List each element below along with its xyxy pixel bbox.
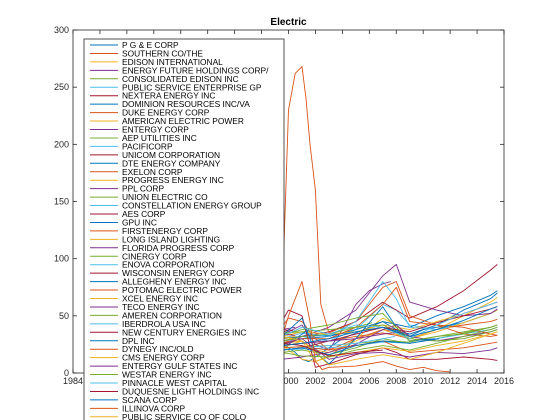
legend-entry-label: CMS ENERGY CORP (122, 353, 205, 363)
series-line (281, 338, 498, 360)
series-line (281, 306, 498, 351)
x-tick-label: 2010 (413, 376, 433, 386)
series-line (281, 331, 498, 363)
series-line (281, 281, 449, 340)
legend-entry-label: DUKE ENERGY CORP (122, 108, 210, 118)
legend-entry-label: PROGRESS ENERGY INC (122, 175, 224, 185)
y-tick-label: 200 (54, 139, 69, 149)
legend-entry-label: GPU INC (122, 217, 157, 227)
x-tick-label: 2014 (467, 376, 487, 386)
y-tick-label: 250 (54, 82, 69, 92)
series-line (281, 292, 498, 340)
legend-entry-label: DPL INC (122, 336, 155, 346)
legend-entry-label: NEXTERA ENERGY INC (122, 91, 215, 101)
legend-entry-label: IBERDROLA USA INC (122, 319, 206, 329)
legend-entry-label: XCEL ENERGY INC (122, 294, 198, 304)
series-line (281, 290, 498, 342)
legend-entry-label: CONSTELLATION ENERGY GROUP (122, 201, 262, 211)
series-line (281, 342, 383, 357)
legend-entry-label: DTE ENERGY COMPANY (122, 158, 221, 168)
legend-box (83, 38, 285, 420)
y-tick-label: 150 (54, 197, 69, 207)
legend-entry-label: FLORIDA PROGRESS CORP (122, 243, 235, 253)
legend-entry-label: NEW CENTURY ENERGIES INC (122, 327, 246, 337)
series-line (281, 340, 498, 353)
legend-entry-label: UNICOM CORPORATION (122, 150, 220, 160)
legend-entry-label: SOUTHERN CO/THE (122, 48, 203, 58)
legend-entry-label: TECO ENERGY INC (122, 302, 200, 312)
x-tick-label: 2006 (359, 376, 379, 386)
y-tick-label: 300 (54, 25, 69, 35)
series-line (281, 281, 392, 351)
legend-entry-label: LONG ISLAND LIGHTING (122, 234, 220, 244)
legend-entry-label: SCANA CORP (122, 395, 177, 405)
x-tick-label: 2016 (494, 376, 514, 386)
legend-entry-label: PINNACLE WEST CAPITAL (122, 378, 227, 388)
series-layer (281, 66, 498, 373)
series-line (281, 66, 498, 337)
legend-entry-label: ALLEGHENY ENERGY INC (122, 277, 226, 287)
legend-entry-label: ENOVA CORPORATION (122, 260, 214, 270)
legend-entry-label: AMERICAN ELECTRIC POWER (122, 116, 244, 126)
x-tick-label: 2012 (440, 376, 460, 386)
series-line (281, 324, 498, 349)
legend-entry-label: EDISON INTERNATIONAL (122, 57, 223, 67)
series-line (281, 281, 451, 373)
legend-entry-label: PUBLIC SERVICE ENTERPRISE GP (122, 82, 262, 92)
x-tick-label: 2004 (332, 376, 352, 386)
y-tick-label: 100 (54, 254, 69, 264)
legend-entry-label: CINERGY CORP (122, 251, 187, 261)
legend-entry-label: WISCONSIN ENERGY CORP (122, 268, 235, 278)
legend-entry-label: DYNEGY INC/OLD (122, 344, 194, 354)
legend-entry-label: ENTERGY GULF STATES INC (122, 361, 237, 371)
legend-entry-label: ENERGY FUTURE HOLDINGS CORP/ (122, 65, 269, 75)
x-tick-label: 2000 (278, 376, 298, 386)
series-line (281, 326, 498, 358)
x-tick-label: 1984 (63, 376, 83, 386)
legend-entry-label: DOMINION RESOURCES INC/VA (122, 99, 250, 109)
legend-entry-label: PACIFICORP (122, 141, 173, 151)
legend-entry-label: FIRSTENERGY CORP (122, 226, 208, 236)
legend-entry-label: CONSOLIDATED EDISON INC (122, 74, 239, 84)
legend-entry-label: POTOMAC ELECTRIC POWER (122, 285, 242, 295)
legend-entry-label: ILLINOVA CORP (122, 403, 186, 413)
series-line (281, 286, 498, 344)
legend-entry-label: WESTAR ENERGY INC (122, 370, 212, 380)
y-tick-label: 0 (64, 368, 69, 378)
legend-entry-label: ENTERGY CORP (122, 125, 189, 135)
legend-entry-label: AEP UTILITIES INC (122, 133, 197, 143)
legend-entry-label: PUBLIC SERVICE CO OF COLO (122, 412, 247, 420)
series-line (281, 306, 498, 347)
series-line (281, 338, 440, 356)
legend-entry-label: DUQUESNE LIGHT HOLDINGS INC (122, 386, 259, 396)
legend-entry-label: P G & E CORP (122, 40, 179, 50)
legend-entry-label: EXELON CORP (122, 167, 183, 177)
legend-entry-label: PPL CORP (122, 184, 164, 194)
x-tick-label: 2008 (386, 376, 406, 386)
chart-title: Electric (270, 17, 307, 28)
y-tick-label: 50 (59, 311, 69, 321)
series-line (281, 313, 498, 342)
legend-entry-label: AMEREN CORPORATION (122, 310, 222, 320)
x-tick-label: 2002 (305, 376, 325, 386)
legend-entry-label: AES CORP (122, 209, 166, 219)
series-line (281, 301, 498, 340)
series-line (281, 324, 498, 360)
legend-entry-label: UNION ELECTRIC CO (122, 192, 208, 202)
